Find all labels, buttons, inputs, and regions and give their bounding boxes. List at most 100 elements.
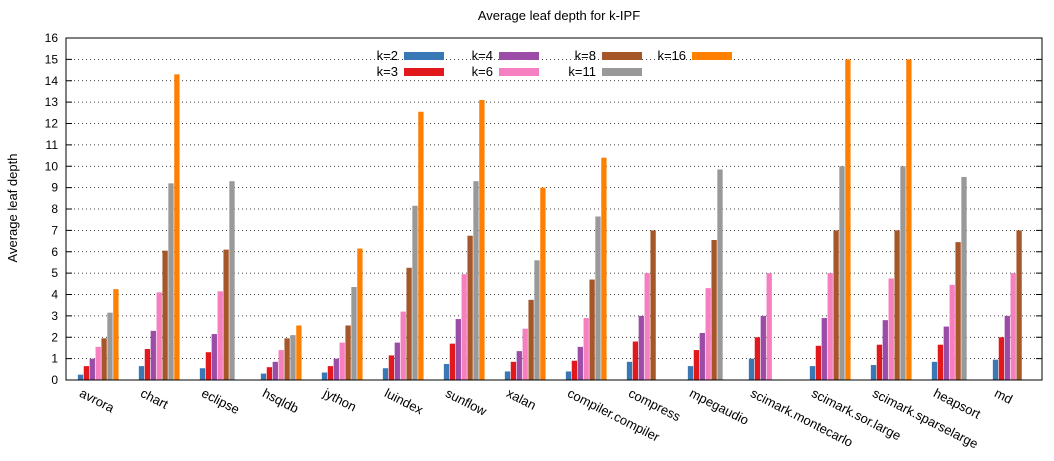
x-tick-label: hsqldb [260,385,301,416]
legend-label: k=6 [472,64,493,79]
bar-k2-hsqldb [260,373,267,380]
bar-k6-mpegaudio [705,288,711,380]
bar-k6-heapsort [949,284,955,380]
bar-k3-compiler.compiler [571,360,578,380]
x-tick-label: sunflow [443,385,490,419]
y-tick-label: 7 [51,223,58,237]
bar-k6-compress [644,273,650,381]
bar-k8-eclipse [223,249,229,380]
bar-k16-avrora [113,289,119,380]
y-tick-label: 16 [45,31,59,45]
bar-k2-scimark.montecarlo [748,358,755,381]
bar-k2-luindex [382,368,389,380]
bar-k4-scimark.sparselarge [882,320,888,380]
y-tick-label: 8 [51,202,58,216]
bar-k8-compiler.compiler [589,279,595,380]
bar-k16-luindex [418,111,424,381]
x-tick-label: avrora [77,385,117,415]
legend-swatch [499,68,539,76]
bar-k6-jython [339,342,345,380]
bar-k2-jython [321,372,328,380]
bar-k6-luindex [400,311,406,380]
bar-k3-scimark.sparselarge [876,344,883,380]
bar-k11-avrora [107,312,113,380]
y-tick-label: 3 [51,309,58,323]
x-tick-label: xalan [504,385,539,412]
legend-swatch [602,52,642,60]
bar-k8-heapsort [955,242,961,380]
bar-k3-eclipse [205,352,212,380]
bar-k6-xalan [522,328,528,380]
legend-label: k=4 [472,48,493,63]
bar-k3-md [998,337,1005,380]
bar-k3-compress [632,341,639,380]
bar-k11-sunflow [473,181,479,380]
bar-k16-sunflow [479,99,485,381]
bar-k16-compiler.compiler [601,157,607,380]
bar-k8-chart [162,250,168,380]
x-tick-label: md [992,385,1015,407]
x-tick-label: scimark.montecarlo [748,385,855,450]
bar-k6-scimark.sparselarge [888,278,894,380]
bar-k8-scimark.sparselarge [894,230,900,381]
bar-k6-compiler.compiler [583,318,589,380]
x-tick-label: jython [320,385,359,415]
y-tick-label: 1 [51,352,58,366]
bar-k16-xalan [540,187,546,381]
bar-k11-eclipse [229,181,235,380]
y-tick-label: 15 [45,52,59,66]
bar-k11-compiler.compiler [595,216,601,380]
bar-k16-scimark.sor.large [845,59,851,381]
bar-k11-hsqldb [290,335,296,380]
bar-k4-xalan [516,351,522,380]
bar-k8-avrora [101,338,107,380]
bar-k6-md [1010,273,1016,381]
bar-k8-jython [345,325,351,380]
x-tick-label: chart [138,385,171,412]
bar-k6-scimark.sor.large [827,273,833,381]
bar-k2-chart [138,366,145,380]
bar-k2-mpegaudio [687,366,694,380]
bar-k2-compress [626,361,633,380]
bar-k3-xalan [510,361,517,380]
bar-k2-md [992,359,999,380]
x-tick-label: eclipse [199,385,242,417]
bar-k6-chart [156,292,162,380]
bar-k8-scimark.sor.large [833,230,839,381]
bar-k2-eclipse [199,368,206,380]
legend: k=2k=3 k=4k=6 k=8k=11 k=16 [377,48,732,79]
bar-k8-luindex [406,267,412,380]
legend-swatch [404,52,444,60]
bar-k11-chart [168,183,174,380]
bar-k6-scimark.montecarlo [766,273,772,381]
y-tick-label: 5 [51,266,58,280]
bar-k8-compress [650,230,656,381]
bar-k16-scimark.sparselarge [906,59,912,381]
bar-k8-mpegaudio [711,239,717,380]
bar-k2-heapsort [931,361,938,380]
y-tick-label: 9 [51,181,58,195]
bar-k4-avrora [89,358,95,381]
bar-k4-sunflow [455,319,461,380]
bar-k4-eclipse [211,334,217,380]
bar-k4-md [1004,315,1010,381]
y-tick-label: 14 [45,74,59,88]
bar-k16-chart [174,74,180,380]
bar-k11-mpegaudio [717,169,723,380]
bar-k4-hsqldb [272,361,278,380]
bar-k11-xalan [534,260,540,380]
y-tick-label: 13 [45,95,59,109]
bar-k4-scimark.montecarlo [760,315,766,381]
bar-k11-jython [351,287,357,380]
bar-k4-mpegaudio [699,332,705,380]
bar-k8-md [1016,230,1022,381]
bar-k4-heapsort [943,326,949,380]
bar-k2-scimark.sor.large [809,366,816,380]
bar-k4-compress [638,315,644,381]
y-tick-label: 10 [45,159,59,173]
bar-k11-scimark.sor.large [839,166,845,380]
y-tick-label: 2 [51,330,58,344]
